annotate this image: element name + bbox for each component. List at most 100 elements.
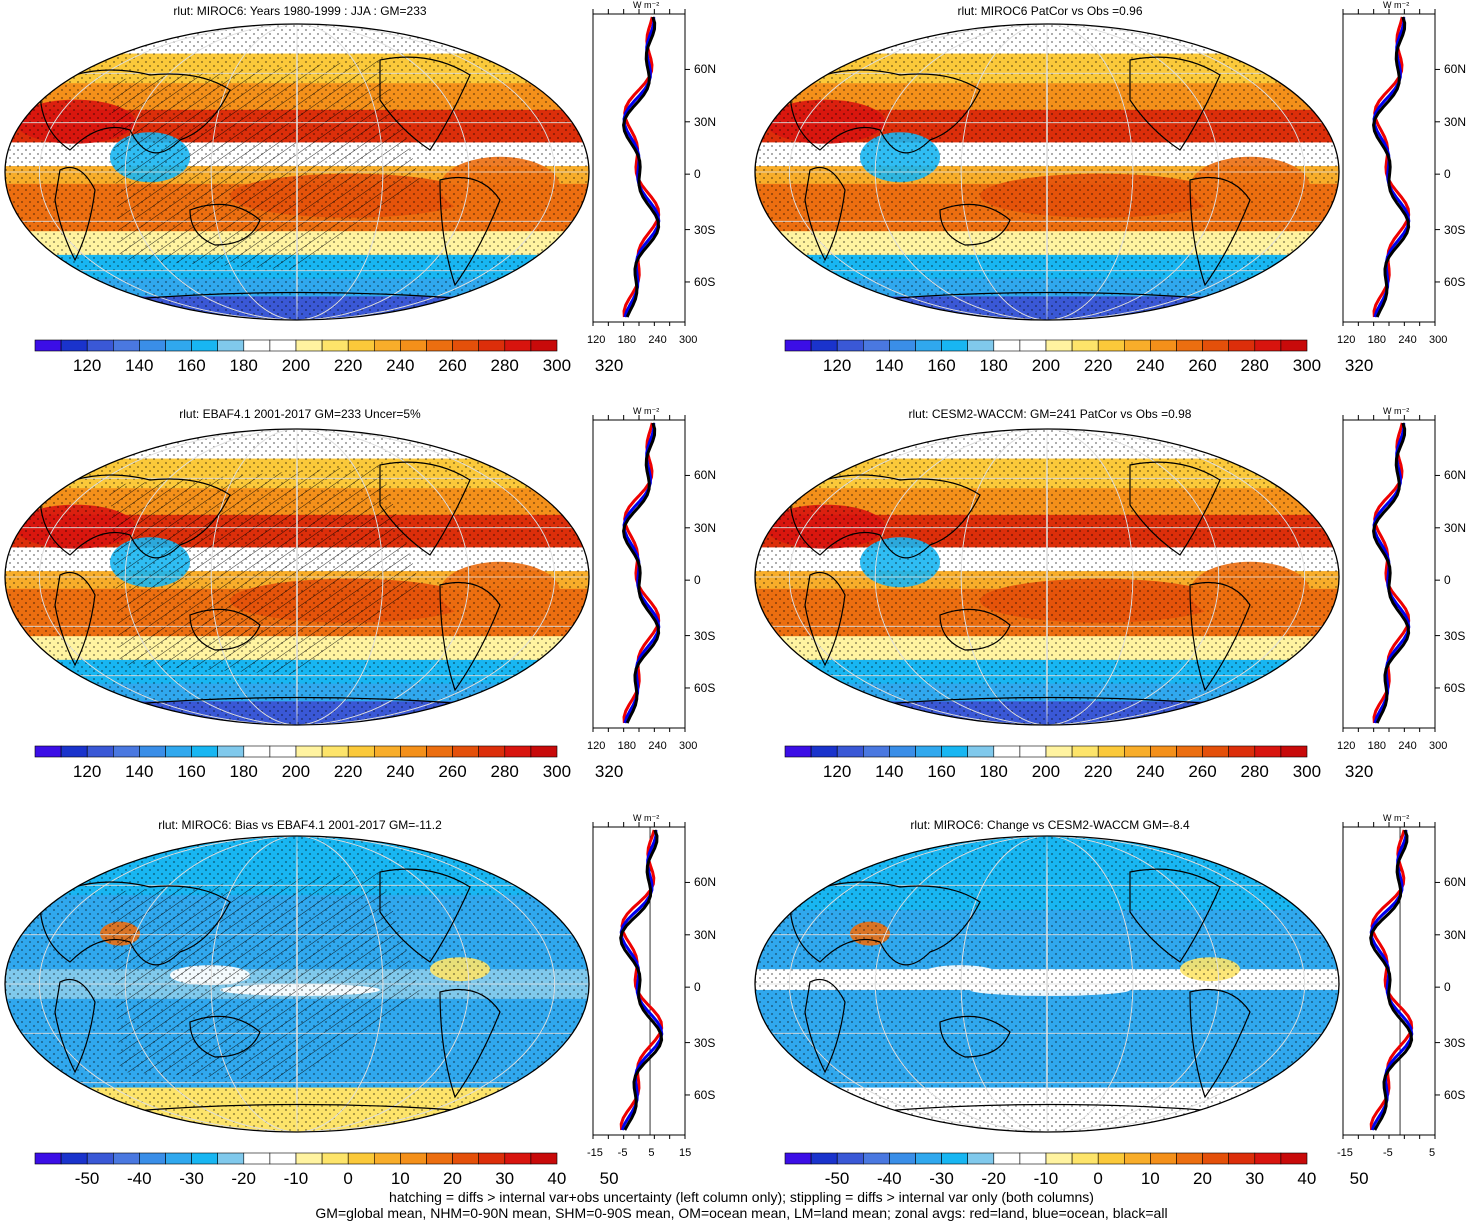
colorbar-tick-label: -30 — [929, 1169, 954, 1188]
zonal-lat-label: 60N — [1444, 875, 1467, 890]
colorbar-tick-label: -40 — [877, 1169, 902, 1188]
zonal-unit-label: W m⁻² — [633, 406, 660, 416]
colorbar-swatch — [269, 339, 297, 352]
footer-note-legend: GM=global mean, NHM=0-90N mean, SHM=0-90… — [315, 1205, 1168, 1221]
zonal-lat-label: 0 — [694, 167, 701, 182]
footer-note-hatching: hatching = diffs > internal var+obs unce… — [389, 1189, 1094, 1205]
colorbar-swatch — [1280, 1152, 1308, 1165]
zonal-line-all — [1372, 16, 1411, 318]
panel-6-map — [750, 832, 1345, 1137]
panel-4-map — [750, 425, 1345, 730]
panel-6-title: rlut: MIROC6: Change vs CESM2-WACCM GM=-… — [910, 818, 1190, 832]
colorbar-tick-label: 200 — [281, 356, 311, 375]
colorbar-swatch — [863, 339, 890, 352]
colorbar-swatch — [452, 745, 480, 758]
colorbar-swatch — [889, 339, 916, 352]
colorbar-tick-label: 180 — [979, 356, 1008, 375]
colorbar-swatch — [863, 1152, 890, 1165]
zonal-tick-label: 300 — [679, 740, 698, 752]
coastline — [379, 868, 471, 963]
colorbar-swatch — [217, 339, 245, 352]
coastline — [39, 881, 231, 966]
colorbar-tick-label: 10 — [390, 1169, 410, 1188]
colorbar-swatch — [1071, 1152, 1099, 1165]
panel-4-title: rlut: CESM2-WACCM: GM=241 PatCor vs Obs … — [908, 407, 1192, 421]
colorbar-swatch — [810, 745, 838, 758]
zonal-line-land — [622, 16, 661, 318]
colorbar-tick-label: 280 — [490, 356, 519, 375]
colorbar-swatch — [113, 745, 140, 758]
colorbar-swatch — [86, 745, 114, 758]
colorbar-swatch — [1254, 1152, 1282, 1165]
panel-1-zonal-svg — [592, 9, 690, 326]
zonal-lat-label: 60S — [1444, 274, 1466, 289]
zonal-tick-label: 240 — [648, 740, 667, 752]
colorbar-swatch — [836, 1152, 864, 1165]
colorbar-swatch — [1280, 745, 1308, 758]
zonal-lat-label: 30N — [1444, 114, 1467, 129]
colorbar-swatch — [993, 1152, 1021, 1165]
zonal-unit-label: W m⁻² — [633, 0, 660, 10]
zonal-tick-label: 180 — [1367, 740, 1387, 752]
coastline — [1129, 868, 1221, 963]
coastline — [804, 166, 846, 262]
colorbar-swatch — [60, 339, 88, 352]
zonal-lat-label: 0 — [1444, 167, 1451, 182]
coastline — [189, 1015, 261, 1058]
colorbar-tick-label: 240 — [1136, 762, 1165, 781]
colorbar-tick-label: 220 — [333, 762, 363, 781]
colorbar-tick-label: 140 — [125, 762, 154, 781]
zonal-lat-label: 0 — [1444, 573, 1451, 588]
colorbar-swatch — [993, 745, 1021, 758]
zonal-tick-label: -5 — [1383, 1147, 1393, 1159]
colorbar-swatch — [295, 1152, 323, 1165]
panel-2-zonal-plot: 60N 30N 0 30S 60S W m⁻² 120 180 240 300 — [1335, 0, 1475, 352]
colorbar-swatch — [1280, 339, 1308, 352]
colorbar-tick-label: 260 — [1188, 762, 1217, 781]
coastline — [804, 978, 846, 1074]
colorbar-swatch — [321, 339, 349, 352]
zonal-tick-label: -15 — [1337, 1147, 1353, 1159]
colorbar-swatch — [1097, 339, 1125, 352]
colorbar-tick-label: 300 — [1292, 356, 1322, 375]
panel-3-map-svg — [4, 428, 590, 726]
zonal-unit-label: W m⁻² — [1383, 406, 1410, 416]
zonal-lat-label: 30N — [1444, 520, 1467, 535]
colorbar-swatch — [1202, 1152, 1230, 1165]
panel-5-map-svg — [4, 835, 590, 1133]
coastline — [1189, 176, 1251, 287]
colorbar-tick-label: 20 — [443, 1169, 462, 1188]
zonal-lat-label: 60N — [694, 62, 717, 77]
colorbar-tick-label: 220 — [1083, 356, 1113, 375]
colorbar-swatch — [1254, 745, 1282, 758]
coastline — [54, 978, 96, 1074]
coastline — [379, 56, 471, 151]
colorbar-tick-label: -20 — [981, 1169, 1006, 1188]
zonal-lat-label: 30N — [694, 520, 717, 535]
colorbar-swatch — [34, 1152, 62, 1165]
colorbar-swatch — [915, 1152, 942, 1165]
colorbar-swatch — [217, 1152, 245, 1165]
zonal-tick-label: 15 — [679, 1147, 692, 1159]
colorbar-tick-label: 50 — [599, 1169, 619, 1188]
colorbar-swatch — [941, 745, 969, 758]
panel-3-zonal-svg — [592, 415, 690, 732]
colorbar-tick-label: -40 — [127, 1169, 152, 1188]
colorbar-tick-label: 160 — [177, 356, 206, 375]
panel-1-map-svg — [4, 23, 590, 321]
colorbar-swatch — [191, 1152, 219, 1165]
colorbar-tick-label: 300 — [542, 762, 572, 781]
panel-4-colorbar-svg — [784, 745, 1308, 758]
colorbar-swatch — [139, 339, 166, 352]
zonal-lat-label: 30S — [1444, 222, 1466, 237]
coastline — [1129, 56, 1221, 151]
zonal-tick-label: -15 — [587, 1147, 603, 1159]
colorbar-swatch — [1019, 339, 1047, 352]
zonal-lat-label: 0 — [1444, 980, 1451, 995]
colorbar-swatch — [191, 339, 219, 352]
colorbar-tick-label: 260 — [438, 762, 467, 781]
zonal-tick-label: 180 — [617, 740, 637, 752]
colorbar-swatch — [165, 745, 192, 758]
colorbar-swatch — [1045, 339, 1073, 352]
colorbar-swatch — [1150, 745, 1177, 758]
